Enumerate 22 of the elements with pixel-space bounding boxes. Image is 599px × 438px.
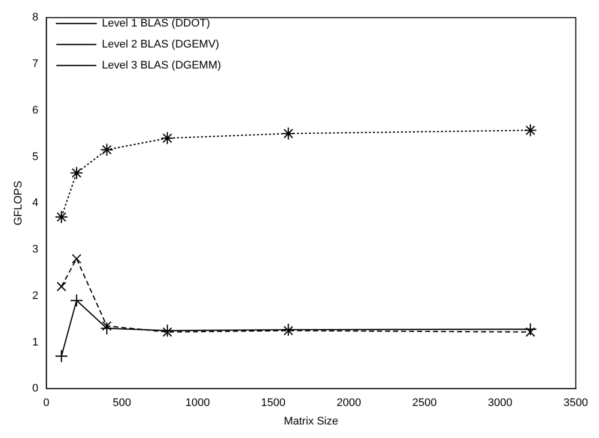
- y-tick-label: 2: [32, 290, 38, 302]
- x-tick-label: 3000: [488, 397, 512, 410]
- x-tick-label: 1000: [185, 397, 210, 410]
- legend-label: Level 2 BLAS (DGEMV): [102, 38, 220, 51]
- legend-label: Level 1 BLAS (DDOT): [102, 18, 210, 30]
- y-tick-label: 6: [32, 104, 38, 116]
- y-tick-label: 1: [32, 336, 38, 348]
- y-tick-label: 8: [32, 12, 38, 24]
- y-tick-label: 3: [32, 244, 38, 256]
- y-axis-title: GFLOPS: [12, 180, 25, 226]
- x-tick-label: 0: [43, 397, 50, 410]
- x-tick-label: 500: [112, 397, 132, 410]
- y-tick-label: 0: [32, 382, 38, 395]
- x-tick-label: 3500: [564, 397, 588, 410]
- y-tick-label: 4: [32, 197, 38, 210]
- y-tick-label: 7: [32, 58, 38, 70]
- x-tick-label: 1500: [260, 397, 286, 410]
- x-tick-label: 2000: [336, 397, 362, 410]
- x-axis-title: Matrix Size: [284, 415, 338, 428]
- legend-label: Level 3 BLAS (DGEMM): [102, 60, 222, 72]
- y-tick-label: 5: [32, 150, 38, 163]
- x-tick-label: 2500: [412, 397, 437, 410]
